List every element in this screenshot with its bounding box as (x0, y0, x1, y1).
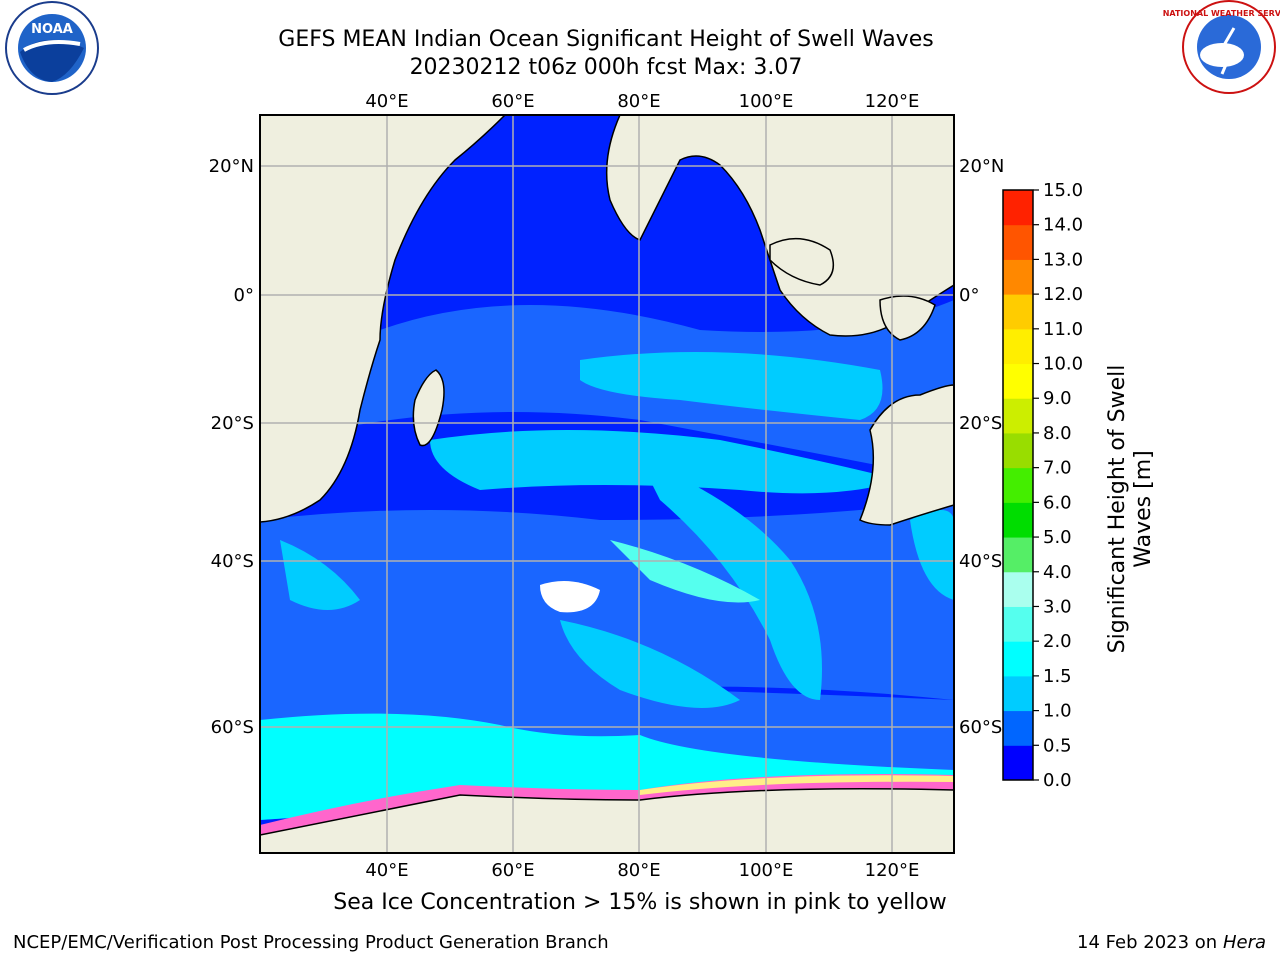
chart-title: GEFS MEAN Indian Ocean Significant Heigh… (278, 27, 934, 52)
colorbar-tick-label: 14.0 (1043, 215, 1083, 236)
left-tick: 0° (234, 285, 254, 306)
map-area (260, 115, 954, 853)
left-tick: 20°S (211, 413, 254, 434)
right-tick: 0° (959, 285, 979, 306)
bottom-tick: 80°E (617, 860, 660, 881)
colorbar-tick-label: 2.0 (1043, 631, 1072, 652)
colorbar-segment (1003, 259, 1033, 295)
top-tick: 80°E (617, 91, 660, 112)
top-tick: 120°E (865, 91, 920, 112)
noaa-logo-icon: NOAA (5, 1, 99, 95)
colorbar-segment (1003, 467, 1033, 503)
gridlines (260, 115, 954, 853)
footer-machine: Hera (1222, 932, 1266, 953)
bottom-tick: 40°E (365, 860, 408, 881)
colorbar-tick-label: 5.0 (1043, 527, 1072, 548)
top-tick: 100°E (739, 91, 794, 112)
colorbar-segment (1003, 537, 1033, 573)
colorbar-segment (1003, 398, 1033, 434)
noaa-logo-text: NOAA (31, 22, 73, 37)
colorbar-segment (1003, 190, 1033, 226)
top-tick-labels: 40°E 60°E 80°E 100°E 120°E (365, 91, 919, 112)
colorbar-segment (1003, 502, 1033, 538)
colorbar-tick-label: 3.0 (1043, 596, 1072, 617)
colorbar-segment (1003, 363, 1033, 399)
colorbar-segment (1003, 432, 1033, 469)
colorbar-segment (1003, 571, 1033, 607)
right-tick-labels: 20°N 0° 20°S 40°S 60°S (959, 156, 1004, 738)
colorbar-tick-label: 4.0 (1043, 562, 1072, 583)
bottom-tick: 100°E (739, 860, 794, 881)
swell-field (260, 162, 954, 835)
sea-ice-note: Sea Ice Concentration > 15% is shown in … (333, 890, 947, 915)
left-tick-labels: 20°N 0° 20°S 40°S 60°S (209, 156, 254, 738)
colorbar-tick-label: 13.0 (1043, 249, 1083, 270)
colorbar-tick-label: 8.0 (1043, 423, 1072, 444)
colorbar-tick-label: 1.0 (1043, 701, 1072, 722)
colorbar-frame (1002, 189, 1034, 781)
nws-logo-icon: NATIONAL WEATHER SERVICE (1163, 0, 1280, 94)
right-tick: 20°S (959, 413, 1002, 434)
colorbar-tick-label: 15.0 (1043, 180, 1083, 201)
colorbar-tick-label: 11.0 (1043, 319, 1083, 340)
colorbar-segment (1003, 641, 1033, 677)
footer-credit: NCEP/EMC/Verification Post Processing Pr… (13, 932, 609, 953)
right-tick: 40°S (959, 551, 1002, 572)
colorbar-tick-label: 7.0 (1043, 458, 1072, 479)
bottom-tick-labels: 40°E 60°E 80°E 100°E 120°E (365, 860, 919, 881)
colorbar: 0.0 0.5 1.0 1.5 2.0 3.0 4.0 5.0 6.0 7.0 8.0 9.0 10.0… (1002, 180, 1083, 791)
bottom-tick: 120°E (865, 860, 920, 881)
colorbar-segment (1003, 328, 1033, 365)
right-tick: 20°N (959, 156, 1004, 177)
chart-subtitle: 20230212 t06z 000h fcst Max: 3.07 (409, 55, 803, 80)
left-tick: 60°S (211, 717, 254, 738)
colorbar-segment (1003, 675, 1033, 712)
colorbar-tick-label: 10.0 (1043, 354, 1083, 375)
colorbar-segment (1003, 224, 1033, 260)
footer-date: 14 Feb 2023 on Hera (1077, 932, 1266, 953)
footer-date-text: 14 Feb 2023 on (1077, 932, 1218, 953)
bottom-tick: 60°E (491, 860, 534, 881)
colorbar-segment (1003, 745, 1033, 781)
left-tick: 20°N (209, 156, 254, 177)
colorbar-tick-label: 12.0 (1043, 284, 1083, 305)
colorbar-segment (1003, 710, 1033, 746)
nws-logo-text: NATIONAL WEATHER SERVICE (1163, 9, 1280, 18)
colorbar-tick-label: 1.5 (1043, 666, 1072, 687)
map-frame (259, 114, 955, 854)
left-tick: 40°S (211, 551, 254, 572)
colorbar-tick-label: 0.5 (1043, 735, 1072, 756)
right-tick: 60°S (959, 717, 1002, 738)
colorbar-tick-label: 6.0 (1043, 492, 1072, 513)
land (260, 115, 954, 853)
colorbar-tick-label: 9.0 (1043, 388, 1072, 409)
colorbar-segment (1003, 294, 1033, 330)
colorbar-tick-label: 0.0 (1043, 770, 1072, 791)
colorbar-segment (1003, 606, 1033, 642)
top-tick: 40°E (365, 91, 408, 112)
colorbar-label: Significant Height of Swell Waves [m] (1105, 364, 1156, 654)
top-tick: 60°E (491, 91, 534, 112)
